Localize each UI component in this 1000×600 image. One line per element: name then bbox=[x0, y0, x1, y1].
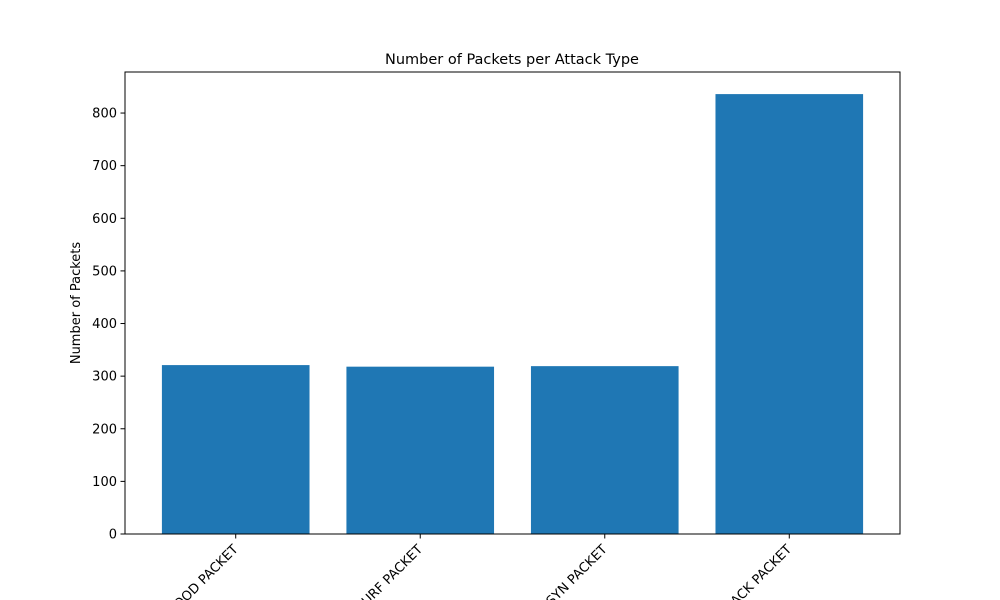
y-axis-ticks: 0 100 200 300 400 500 600 700 800 bbox=[92, 107, 125, 543]
x-tick-label: SYN PACKET bbox=[544, 542, 611, 600]
y-tick-label: 500 bbox=[92, 264, 117, 279]
y-tick-label: 0 bbox=[109, 528, 117, 543]
plot-frame bbox=[124, 71, 901, 535]
y-tick-label: 200 bbox=[92, 422, 117, 437]
bar-syn-packet bbox=[530, 366, 679, 534]
y-tick-label: 600 bbox=[92, 212, 117, 227]
x-tick-label: FLOOD PACKET bbox=[161, 542, 241, 600]
y-tick-label: 300 bbox=[92, 370, 117, 385]
y-tick-label: 800 bbox=[92, 107, 117, 122]
y-tick-label: 100 bbox=[92, 475, 117, 490]
bar-flood-packet bbox=[161, 365, 310, 534]
x-tick-label: ACK PACKET bbox=[728, 542, 795, 600]
bar-smurf-packet bbox=[346, 366, 495, 534]
bar-ack-packet bbox=[715, 94, 864, 535]
chart-title: Number of Packets per Attack Type bbox=[385, 52, 639, 68]
y-tick-label: 700 bbox=[92, 159, 117, 174]
bar-group bbox=[161, 94, 864, 535]
y-axis-label: Number of Packets bbox=[69, 242, 84, 365]
x-axis-ticks: FLOOD PACKET SMURF PACKET SYN PACKET ACK PA… bbox=[161, 534, 795, 600]
y-tick-label: 400 bbox=[92, 317, 117, 332]
x-tick-label: SMURF PACKET bbox=[345, 542, 426, 600]
